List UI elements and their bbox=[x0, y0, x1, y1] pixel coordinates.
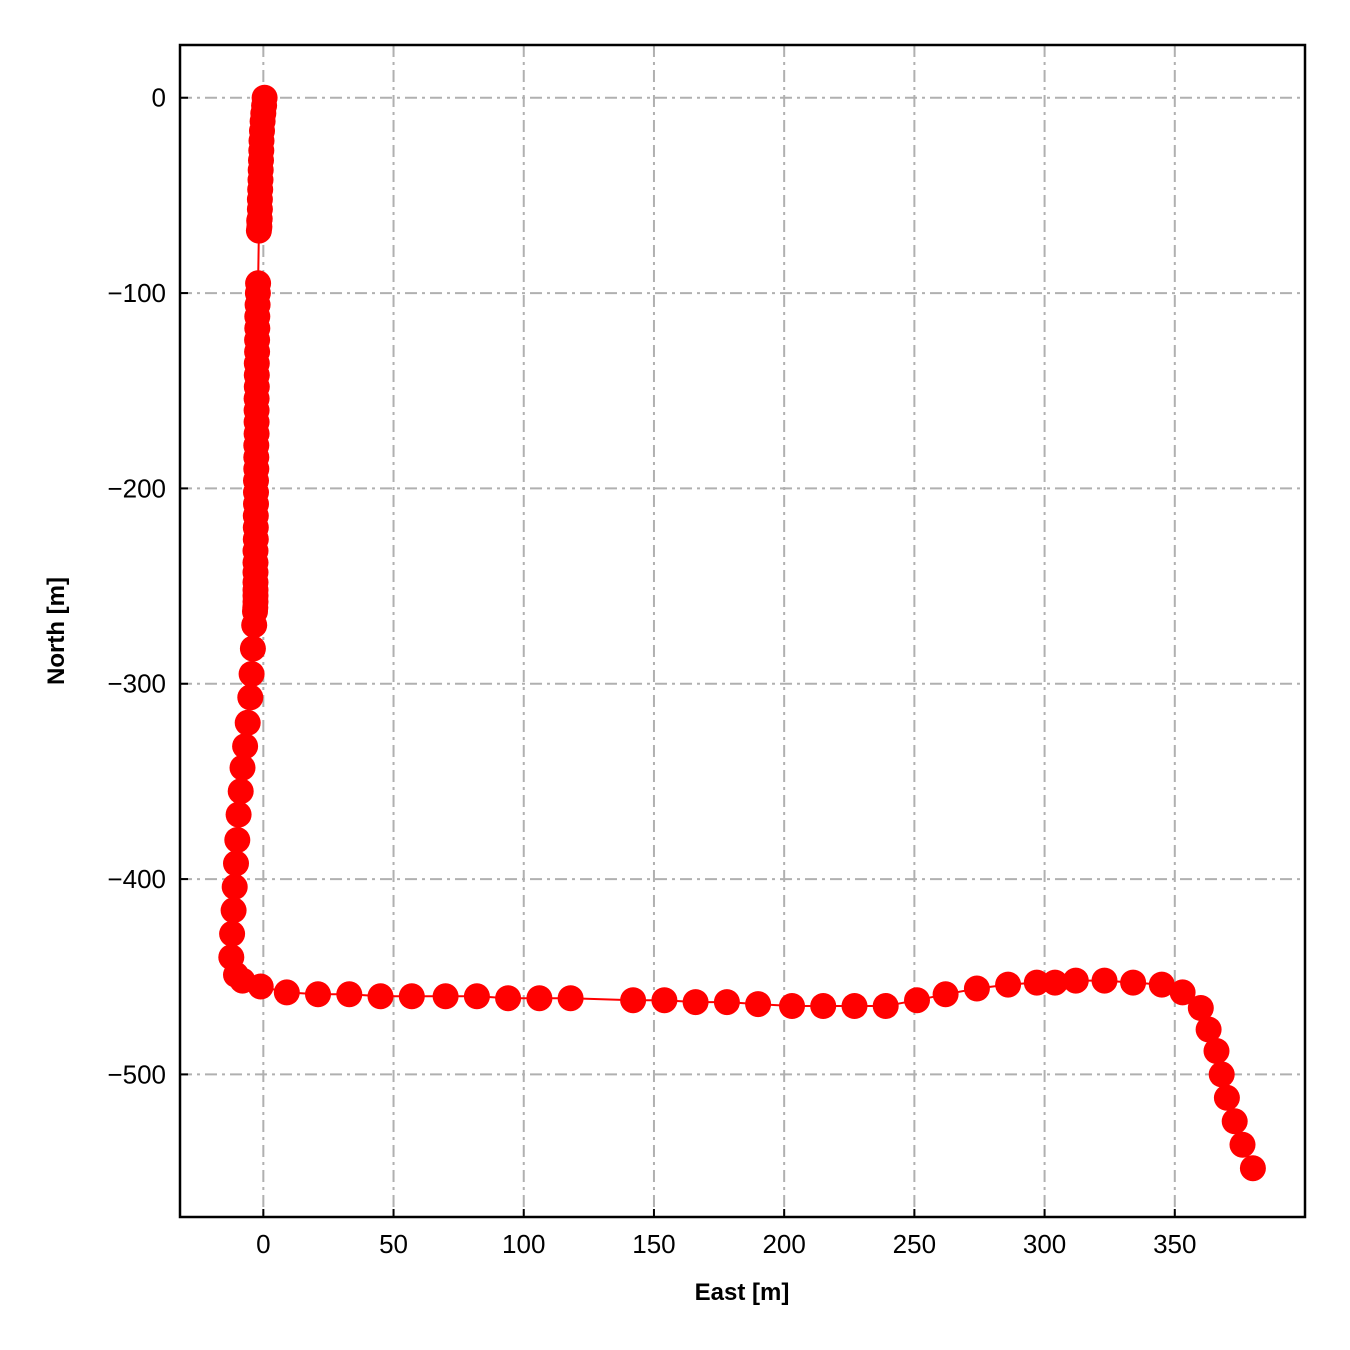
y-axis-label: North [m] bbox=[43, 577, 70, 685]
data-point bbox=[526, 985, 553, 1012]
data-point bbox=[245, 217, 272, 244]
data-point bbox=[1239, 1155, 1266, 1182]
data-point bbox=[779, 993, 805, 1019]
data-point bbox=[367, 983, 394, 1010]
data-point bbox=[1213, 1084, 1240, 1111]
data-point bbox=[223, 850, 249, 877]
data-point bbox=[1187, 995, 1214, 1021]
data-point bbox=[239, 635, 266, 662]
data-point bbox=[872, 993, 899, 1019]
data-point bbox=[237, 684, 264, 711]
data-point bbox=[225, 801, 252, 828]
y-tick-label: 0 bbox=[152, 83, 166, 113]
data-point bbox=[336, 981, 363, 1008]
data-point bbox=[1148, 971, 1175, 998]
data-point bbox=[963, 975, 990, 1002]
data-point bbox=[398, 983, 425, 1010]
x-tick-label: 0 bbox=[256, 1229, 270, 1259]
y-tick-label: −500 bbox=[107, 1059, 166, 1089]
data-point bbox=[682, 989, 709, 1016]
data-point bbox=[713, 989, 740, 1016]
y-tick-label: −400 bbox=[107, 864, 166, 894]
data-point bbox=[932, 981, 959, 1008]
data-point bbox=[227, 778, 254, 805]
data-point bbox=[557, 985, 584, 1012]
y-tick-label: −100 bbox=[107, 278, 166, 308]
data-point bbox=[841, 993, 868, 1019]
data-point bbox=[221, 873, 248, 900]
data-point bbox=[305, 981, 331, 1008]
x-tick-label: 150 bbox=[632, 1229, 675, 1259]
data-point bbox=[219, 920, 246, 947]
data-point bbox=[1062, 967, 1089, 994]
data-point bbox=[995, 971, 1022, 998]
data-point bbox=[745, 991, 772, 1018]
x-axis-label: East [m] bbox=[695, 1279, 790, 1306]
x-tick-label: 50 bbox=[379, 1229, 408, 1259]
data-point bbox=[232, 733, 259, 760]
data-point bbox=[273, 979, 300, 1006]
data-point bbox=[1221, 1108, 1248, 1135]
data-point bbox=[620, 987, 647, 1014]
data-point bbox=[220, 897, 247, 924]
x-tick-label: 100 bbox=[502, 1229, 545, 1259]
data-point bbox=[463, 983, 490, 1010]
data-point bbox=[1208, 1061, 1235, 1088]
series-group bbox=[218, 84, 1266, 1182]
data-point bbox=[229, 754, 256, 781]
y-tick-label: −300 bbox=[107, 669, 166, 699]
data-point bbox=[904, 987, 930, 1014]
x-tick-label: 250 bbox=[893, 1229, 936, 1259]
plot-frame bbox=[178, 43, 1307, 1219]
data-point bbox=[495, 985, 522, 1012]
data-point bbox=[1195, 1016, 1222, 1043]
x-tick-label: 300 bbox=[1023, 1229, 1066, 1259]
data-point bbox=[247, 973, 274, 1000]
tick-group: 0 50 100 150 200 250 300 350 0 −100 −200 −300 −400 −5… bbox=[107, 83, 1196, 1259]
data-point bbox=[1091, 967, 1118, 994]
data-point bbox=[810, 993, 837, 1019]
data-point bbox=[1120, 969, 1147, 996]
data-point bbox=[238, 661, 265, 687]
data-point bbox=[651, 987, 678, 1014]
grid-lines bbox=[180, 45, 1305, 1217]
data-point bbox=[1023, 969, 1050, 996]
data-point bbox=[432, 983, 459, 1010]
data-point bbox=[234, 709, 261, 736]
y-tick-label: −200 bbox=[107, 473, 166, 503]
data-point bbox=[1229, 1131, 1256, 1158]
data-point bbox=[1203, 1038, 1230, 1064]
data-point bbox=[1169, 979, 1196, 1006]
x-tick-label: 350 bbox=[1153, 1229, 1196, 1259]
x-tick-label: 200 bbox=[762, 1229, 805, 1259]
data-point bbox=[224, 827, 251, 853]
data-point bbox=[241, 612, 268, 639]
data-point bbox=[1042, 969, 1068, 996]
